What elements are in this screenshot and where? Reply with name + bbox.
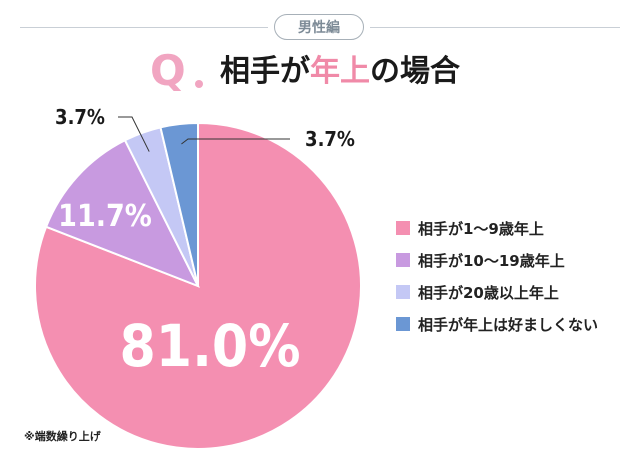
legend-item: 相手が20歳以上年上 <box>396 276 598 308</box>
leader-line <box>118 116 150 152</box>
legend-swatch <box>396 253 410 267</box>
legend-label: 相手が20歳以上年上 <box>418 283 559 302</box>
title-part-1: 相手が <box>220 54 310 89</box>
legend-swatch <box>396 285 410 299</box>
pie-slice <box>159 121 199 287</box>
legend-item: 相手が1～9歳年上 <box>396 212 598 244</box>
data-label: 11.7% <box>58 199 152 234</box>
legend-label: 相手が10～19歳年上 <box>418 251 565 270</box>
title-part-2: の場合 <box>370 54 460 89</box>
question-dot <box>195 80 203 88</box>
header-rule-left <box>20 27 268 28</box>
data-label: 3.7% <box>305 127 355 151</box>
data-label: 3.7% <box>55 105 105 129</box>
pie-slice <box>44 138 201 288</box>
footnote: ※端数繰り上げ <box>24 430 101 443</box>
legend-item: 相手が年上は好ましくない <box>396 308 598 340</box>
chart-title: 相手が年上の場合 <box>220 54 460 90</box>
chart-legend: 相手が1～9歳年上 相手が10～19歳年上 相手が20歳以上年上 相手が年上は好… <box>396 212 598 340</box>
legend-item: 相手が10～19歳年上 <box>396 244 598 276</box>
legend-label: 相手が1～9歳年上 <box>418 219 544 238</box>
legend-swatch <box>396 221 410 235</box>
category-badge: 男性編 <box>274 14 364 40</box>
data-label: 81.0% <box>119 312 300 380</box>
question-mark-logo: Q <box>150 46 186 95</box>
header-rule-right <box>370 27 620 28</box>
leader-line <box>181 138 290 145</box>
legend-swatch <box>396 317 410 331</box>
legend-label: 相手が年上は好ましくない <box>418 315 599 334</box>
title-highlight: 年上 <box>310 54 370 89</box>
